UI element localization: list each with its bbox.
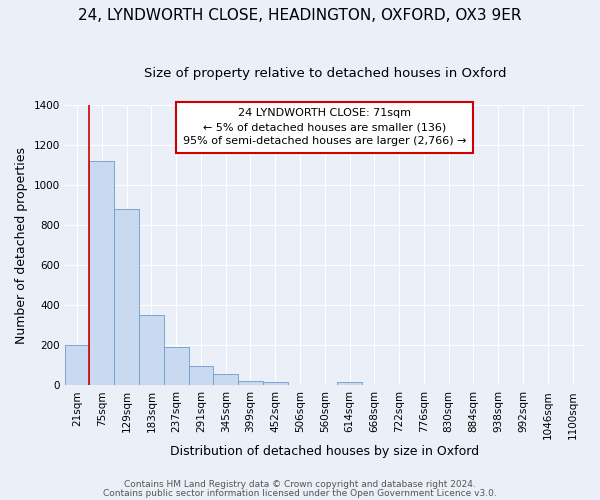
Bar [263, 382, 287, 386]
Text: Contains HM Land Registry data © Crown copyright and database right 2024.: Contains HM Land Registry data © Crown c… [124, 480, 476, 489]
X-axis label: Distribution of detached houses by size in Oxford: Distribution of detached houses by size … [170, 444, 479, 458]
Bar [164, 348, 188, 386]
Bar [114, 210, 139, 386]
Y-axis label: Number of detached properties: Number of detached properties [15, 147, 28, 344]
Bar [188, 366, 214, 386]
Bar [337, 382, 362, 386]
Text: 24 LYNDWORTH CLOSE: 71sqm
← 5% of detached houses are smaller (136)
95% of semi-: 24 LYNDWORTH CLOSE: 71sqm ← 5% of detach… [183, 108, 467, 146]
Bar [214, 374, 238, 386]
Bar [238, 382, 263, 386]
Bar [65, 346, 89, 386]
Bar [89, 162, 114, 386]
Text: 24, LYNDWORTH CLOSE, HEADINGTON, OXFORD, OX3 9ER: 24, LYNDWORTH CLOSE, HEADINGTON, OXFORD,… [78, 8, 522, 22]
Text: Contains public sector information licensed under the Open Government Licence v3: Contains public sector information licen… [103, 488, 497, 498]
Title: Size of property relative to detached houses in Oxford: Size of property relative to detached ho… [143, 68, 506, 80]
Bar [139, 316, 164, 386]
